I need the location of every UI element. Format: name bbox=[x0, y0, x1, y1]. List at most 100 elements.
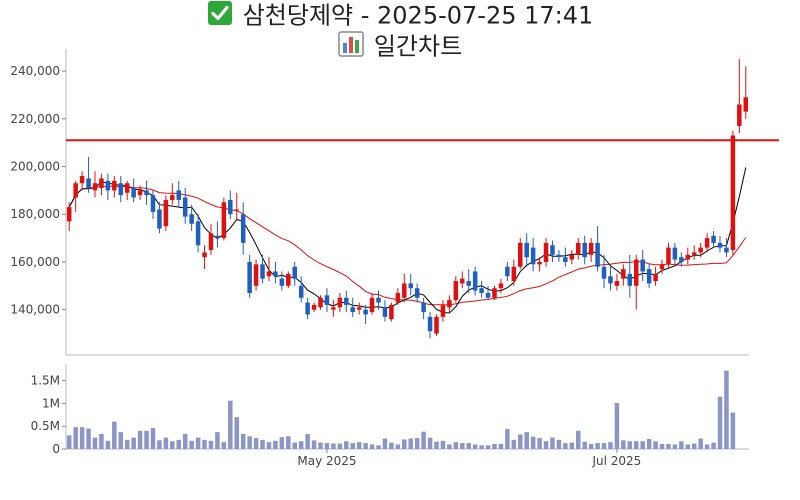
volume-tick-label: 0.5M bbox=[31, 419, 60, 433]
volume-bar bbox=[131, 437, 136, 449]
volume-bar bbox=[253, 438, 259, 449]
candle-body bbox=[144, 190, 149, 196]
volume-bar bbox=[363, 443, 368, 449]
volume-bar bbox=[228, 400, 233, 449]
candle-body bbox=[79, 176, 85, 184]
candle-body bbox=[601, 266, 607, 279]
volume-bar bbox=[408, 438, 413, 449]
volume-bar bbox=[221, 442, 227, 449]
price-tick-label: 220,000 bbox=[10, 112, 60, 126]
candle-body bbox=[344, 297, 349, 305]
chart-title: 삼천당제약 - 2025-07-25 17:41 bbox=[0, 0, 800, 33]
volume-bar bbox=[273, 440, 278, 449]
volume-bar bbox=[298, 441, 304, 449]
candle-body bbox=[215, 235, 220, 239]
volume-bar bbox=[679, 441, 684, 449]
volume-bar bbox=[627, 441, 633, 449]
price-tick-label: 160,000 bbox=[10, 255, 60, 269]
chart-subtitle: 일간차트 bbox=[0, 31, 800, 64]
volume-bar bbox=[350, 443, 355, 449]
candle-body bbox=[440, 304, 446, 317]
volume-bar bbox=[356, 442, 362, 449]
volume-bar bbox=[621, 440, 626, 449]
volume-bar bbox=[369, 444, 375, 449]
volume-bar bbox=[202, 439, 207, 449]
candle-body bbox=[324, 295, 330, 305]
volume-bar bbox=[66, 435, 72, 449]
candle-body bbox=[427, 316, 433, 332]
candle-body bbox=[292, 266, 297, 279]
volume-bar bbox=[144, 430, 149, 449]
volume-bar bbox=[511, 439, 517, 449]
candle-body bbox=[182, 197, 188, 217]
moving-average-short-line bbox=[68, 167, 747, 314]
candle-body bbox=[447, 300, 452, 308]
volume-bar bbox=[137, 430, 143, 449]
volume-bar bbox=[266, 442, 272, 449]
candle-body bbox=[621, 269, 626, 279]
volume-bar bbox=[601, 443, 607, 449]
volume-bar bbox=[292, 442, 297, 449]
volume-bar bbox=[685, 444, 691, 449]
volume-bar bbox=[311, 440, 317, 449]
volume-bar bbox=[208, 440, 214, 449]
volume-bar bbox=[427, 437, 433, 449]
candle-body bbox=[704, 238, 710, 248]
volume-bar bbox=[150, 428, 156, 449]
volume-bar bbox=[73, 427, 78, 449]
date-tick-label: May 2025 bbox=[297, 454, 356, 468]
candle-body bbox=[633, 259, 639, 286]
candle-body bbox=[679, 257, 684, 262]
candle-body bbox=[608, 276, 613, 284]
candle-body bbox=[66, 207, 72, 222]
candle-body bbox=[337, 297, 343, 308]
volume-bar bbox=[595, 443, 600, 449]
volume-bar bbox=[157, 440, 162, 449]
candle-body bbox=[698, 247, 703, 253]
volume-bar bbox=[724, 370, 729, 449]
moving-average-long-line bbox=[68, 185, 747, 306]
candle-body bbox=[266, 271, 272, 277]
volume-bar bbox=[124, 439, 130, 449]
volume-bar bbox=[305, 433, 310, 449]
candle-body bbox=[672, 247, 678, 260]
candle-body bbox=[640, 259, 645, 272]
volume-bar bbox=[382, 438, 388, 449]
candle-body bbox=[395, 292, 401, 303]
candle-body bbox=[228, 199, 233, 215]
candle-body bbox=[176, 190, 182, 200]
candle-body bbox=[157, 209, 162, 229]
candle-body bbox=[743, 97, 749, 112]
candle-body bbox=[221, 202, 227, 239]
volume-bar bbox=[176, 439, 182, 449]
volume-bar bbox=[691, 443, 697, 449]
volume-bar bbox=[215, 432, 220, 449]
volume-bar bbox=[563, 443, 568, 449]
candle-body bbox=[376, 297, 381, 303]
volume-bar bbox=[395, 444, 401, 449]
candle-body bbox=[118, 183, 124, 196]
candle-body bbox=[550, 245, 555, 255]
volume-bar bbox=[331, 443, 336, 449]
volume-bar bbox=[163, 437, 169, 449]
volume-bar bbox=[182, 433, 188, 449]
candle-body bbox=[170, 195, 175, 200]
candle-body bbox=[737, 104, 742, 126]
volume-bar bbox=[260, 439, 265, 449]
candle-body bbox=[485, 292, 491, 298]
candle-body bbox=[298, 285, 304, 298]
candle-body bbox=[311, 304, 317, 310]
candle-body bbox=[318, 297, 323, 308]
price-panel: 140,000 160,000 180,000 200,000 220,000 240,0… bbox=[10, 49, 779, 356]
candle-body bbox=[472, 271, 478, 291]
candle-body bbox=[279, 278, 285, 286]
candle-body bbox=[286, 273, 291, 286]
candle-body bbox=[202, 252, 207, 258]
candle-body bbox=[150, 195, 156, 212]
candle-body bbox=[466, 281, 471, 286]
candle-body bbox=[408, 283, 413, 289]
volume-bar bbox=[234, 417, 240, 449]
candle-body bbox=[627, 273, 633, 286]
volume-bar bbox=[376, 445, 381, 449]
volume-bar bbox=[543, 441, 549, 449]
